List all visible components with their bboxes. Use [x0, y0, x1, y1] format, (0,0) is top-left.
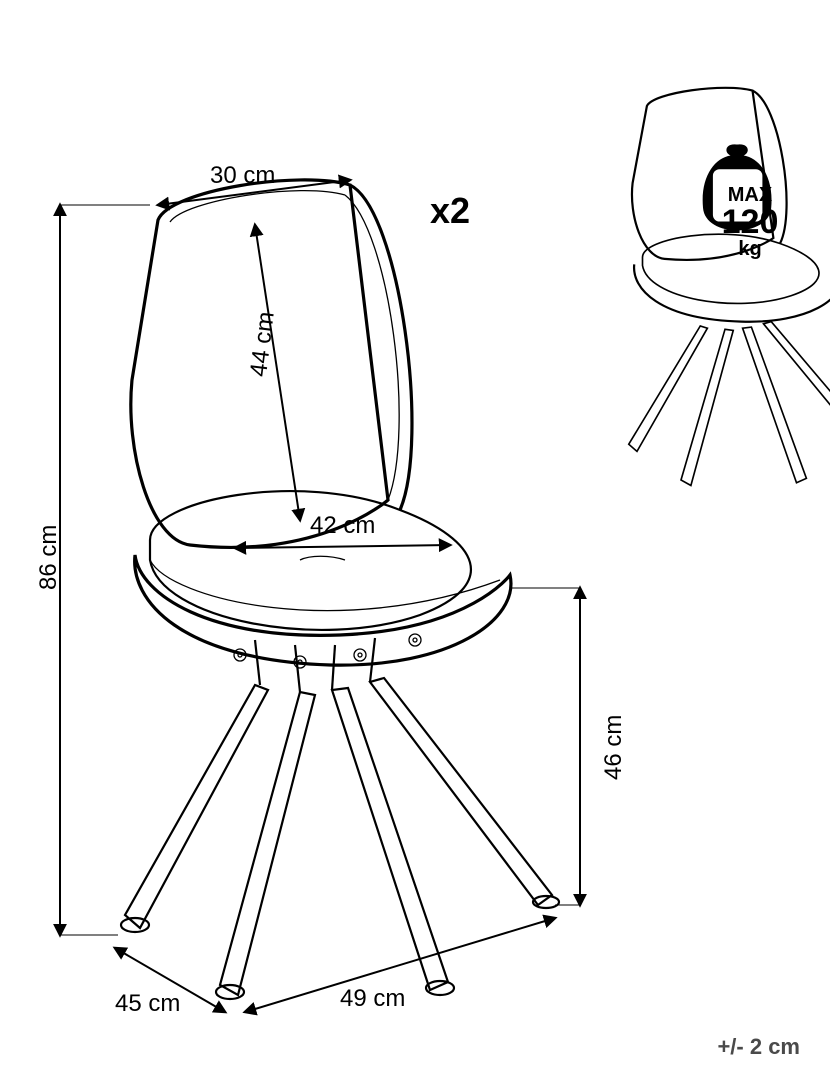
max-load-value: 120 [715, 205, 785, 239]
main-chair [121, 180, 559, 999]
dim-depth-front: 49 cm [340, 985, 405, 1013]
dim-seat-width: 42 cm [310, 512, 375, 540]
max-load-label: MAX [715, 185, 785, 205]
small-chair-max-load [629, 88, 830, 486]
dimension-lines [60, 180, 580, 1012]
dim-depth-left: 45 cm [115, 990, 180, 1018]
dim-total-height: 86 cm [35, 525, 63, 590]
diagram-svg [0, 0, 830, 1080]
diagram-stage: x2 30 cm 44 cm 42 cm 86 cm 46 cm 45 cm 4… [0, 0, 830, 1080]
dim-top-width: 30 cm [210, 162, 275, 190]
dim-seat-height: 46 cm [600, 715, 628, 780]
tolerance-note: +/- 2 cm [717, 1034, 800, 1060]
max-load-unit: kg [715, 239, 785, 259]
quantity-badge: x2 [430, 190, 470, 232]
max-load-block: MAX 120 kg [715, 185, 785, 259]
